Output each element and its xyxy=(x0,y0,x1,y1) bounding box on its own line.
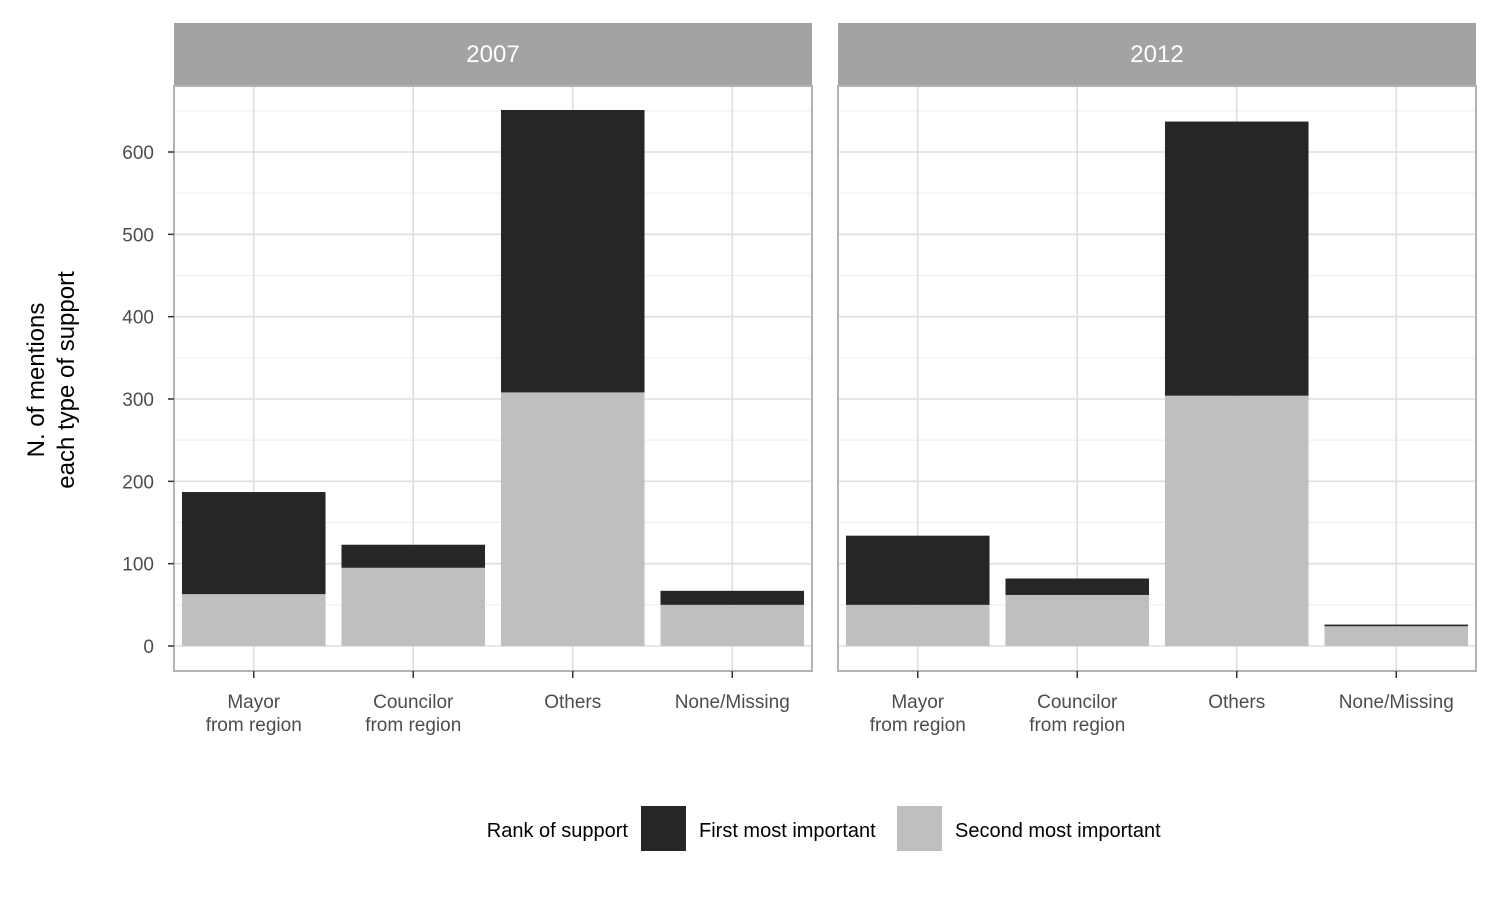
facet-strip-label: 2007 xyxy=(466,41,519,68)
bar-second-2 xyxy=(500,392,645,646)
legend-label-second: Second most important xyxy=(955,820,1161,842)
x-tick-label: Councilor from region xyxy=(365,692,461,736)
bar-second-2 xyxy=(1164,395,1309,646)
y-tick-label: 100 xyxy=(122,555,154,576)
facet-strip xyxy=(174,23,812,85)
bar-first-2 xyxy=(1164,121,1309,396)
bar-first-0 xyxy=(845,535,990,605)
panel-2007: 2007 0 100 200 300 400 500 600 Mayor from region C… xyxy=(122,23,813,736)
panels: 2007 0 100 200 300 400 500 600 Mayor from region C… xyxy=(122,23,1477,736)
bar-second-1 xyxy=(341,567,486,646)
y-tick-label: 600 xyxy=(122,143,154,164)
x-tick-label: None/Missing xyxy=(675,692,790,713)
bar-second-0 xyxy=(845,604,990,646)
y-axis-title: N. of mentions each type of support xyxy=(23,271,80,489)
bar-first-1 xyxy=(341,544,486,568)
y-tick-label: 200 xyxy=(122,472,154,493)
legend-key-first xyxy=(641,806,686,851)
y-tick-label: 400 xyxy=(122,308,154,329)
bar-first-3 xyxy=(660,590,805,605)
bar-first-2 xyxy=(500,110,645,393)
legend-title: Rank of support xyxy=(487,820,629,842)
legend: Rank of support First most important Secon… xyxy=(487,806,1161,851)
x-tick-label: Mayor from region xyxy=(870,692,966,736)
panel-border xyxy=(837,85,1477,672)
y-tick-label: 500 xyxy=(122,225,154,246)
panel-border xyxy=(173,85,813,672)
legend-key-second xyxy=(897,806,942,851)
y-axis-title-text: N. of mentions each type of support xyxy=(23,271,80,489)
facet-strip xyxy=(838,23,1476,85)
bar-first-3 xyxy=(1324,624,1469,627)
bar-first-1 xyxy=(1005,578,1150,595)
y-tick-label: 0 xyxy=(143,637,154,658)
bar-second-3 xyxy=(660,604,805,646)
bar-first-0 xyxy=(181,492,326,595)
bar-second-3 xyxy=(1324,626,1469,646)
x-tick-label: None/Missing xyxy=(1339,692,1454,713)
y-tick-label: 300 xyxy=(122,390,154,411)
bar-second-1 xyxy=(1005,594,1150,646)
x-tick-label: Others xyxy=(544,692,601,713)
legend-label-first: First most important xyxy=(699,820,876,842)
panel-2012: 2012 Mayor from region Councilor from region… xyxy=(837,23,1477,736)
x-tick-label: Councilor from region xyxy=(1029,692,1125,736)
x-tick-label: Others xyxy=(1208,692,1265,713)
bar-second-0 xyxy=(181,594,326,646)
x-tick-label: Mayor from region xyxy=(206,692,302,736)
facet-strip-label: 2012 xyxy=(1130,41,1183,68)
